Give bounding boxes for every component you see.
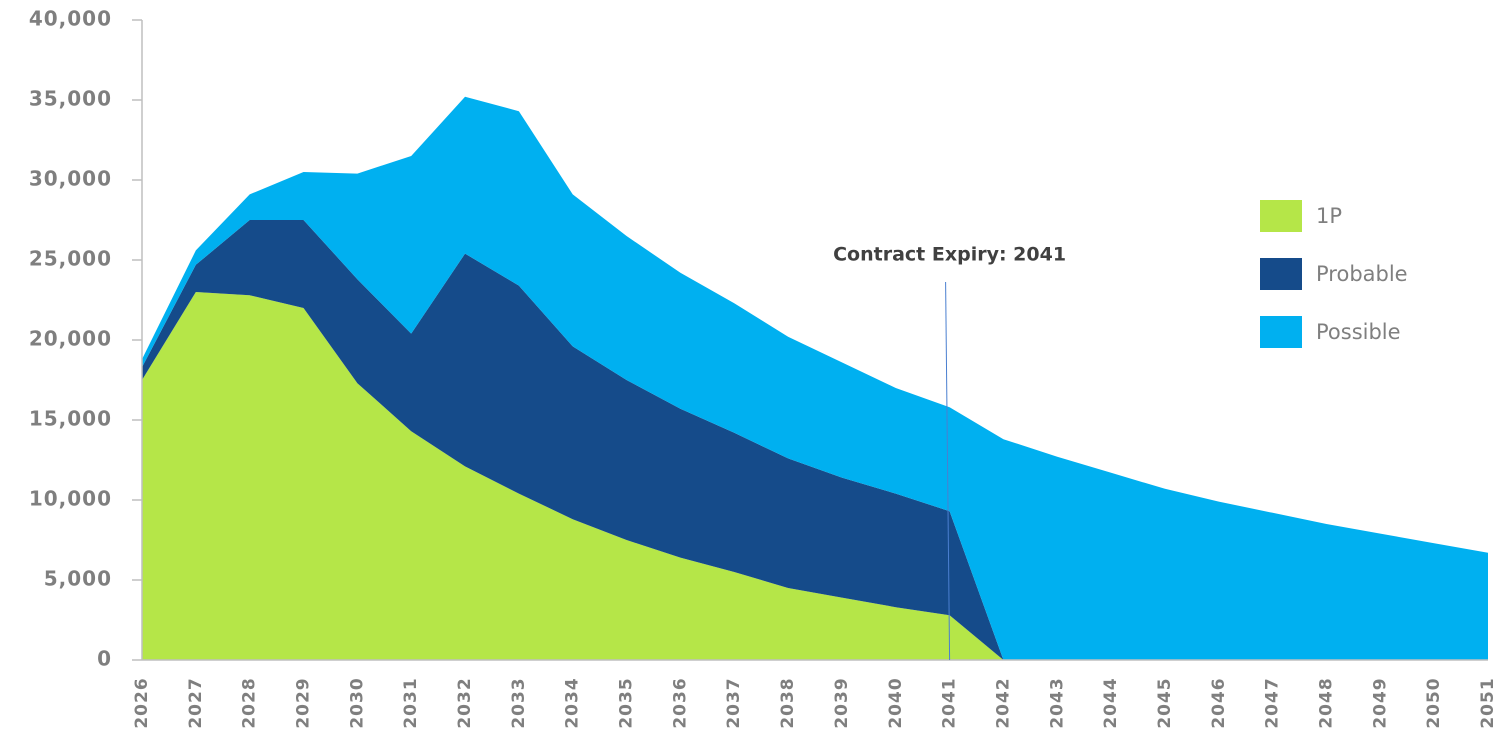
y-tick-label: 0 — [97, 647, 112, 671]
x-tick-label: 2037 — [724, 677, 744, 728]
x-tick-label: 2051 — [1478, 677, 1498, 728]
x-tick-label: 2032 — [455, 677, 475, 728]
area — [142, 292, 1488, 660]
x-tick-label: 2045 — [1155, 677, 1175, 728]
x-tick-label: 2030 — [347, 677, 367, 728]
annotation-line — [945, 281, 951, 661]
x-tick-label: 2046 — [1209, 677, 1229, 728]
x-tick-label: 2039 — [832, 677, 852, 728]
y-tick-label: 40,000 — [29, 7, 112, 31]
x-tick-label: 2042 — [993, 677, 1013, 728]
y-tick-label: 5,000 — [44, 567, 112, 591]
x-tick-label: 2038 — [778, 677, 798, 728]
x-tick-label: 2026 — [132, 677, 152, 728]
x-tick-label: 2035 — [617, 677, 637, 728]
y-tick-label: 25,000 — [29, 247, 112, 271]
annotation: Contract Expiry: 2041 — [833, 244, 1066, 266]
area — [142, 96, 1488, 661]
legend-swatch — [1260, 258, 1302, 290]
x-tick-label: 2047 — [1263, 677, 1283, 728]
x-tick-label: 2036 — [670, 677, 690, 728]
x-tick-label: 2033 — [509, 677, 529, 728]
legend-swatch — [1260, 316, 1302, 348]
x-tick-label: 2049 — [1370, 677, 1390, 728]
x-tick-label: 2050 — [1424, 677, 1444, 728]
x-tick-label: 2034 — [563, 677, 583, 728]
legend-label: Possible — [1316, 320, 1401, 344]
legend-swatch — [1260, 200, 1302, 232]
legend-label: Probable — [1316, 262, 1408, 286]
y-tick-label: 30,000 — [29, 167, 112, 191]
x-tick-label: 2043 — [1047, 677, 1067, 728]
y-tick-label: 20,000 — [29, 327, 112, 351]
x-tick-label: 2041 — [940, 677, 960, 728]
area — [142, 220, 1488, 660]
x-tick-label: 2044 — [1101, 677, 1121, 728]
x-tick-label: 2048 — [1316, 677, 1336, 728]
x-tick-label: 2031 — [401, 677, 421, 728]
x-tick-label: 2029 — [294, 677, 314, 728]
y-tick-label: 10,000 — [29, 487, 112, 511]
y-tick-label: 35,000 — [29, 87, 112, 111]
x-tick-label: 2027 — [186, 677, 206, 728]
x-tick-label: 2028 — [240, 677, 260, 728]
legend-label: 1P — [1316, 204, 1342, 228]
y-tick-label: 15,000 — [29, 407, 112, 431]
x-tick-label: 2040 — [886, 677, 906, 728]
